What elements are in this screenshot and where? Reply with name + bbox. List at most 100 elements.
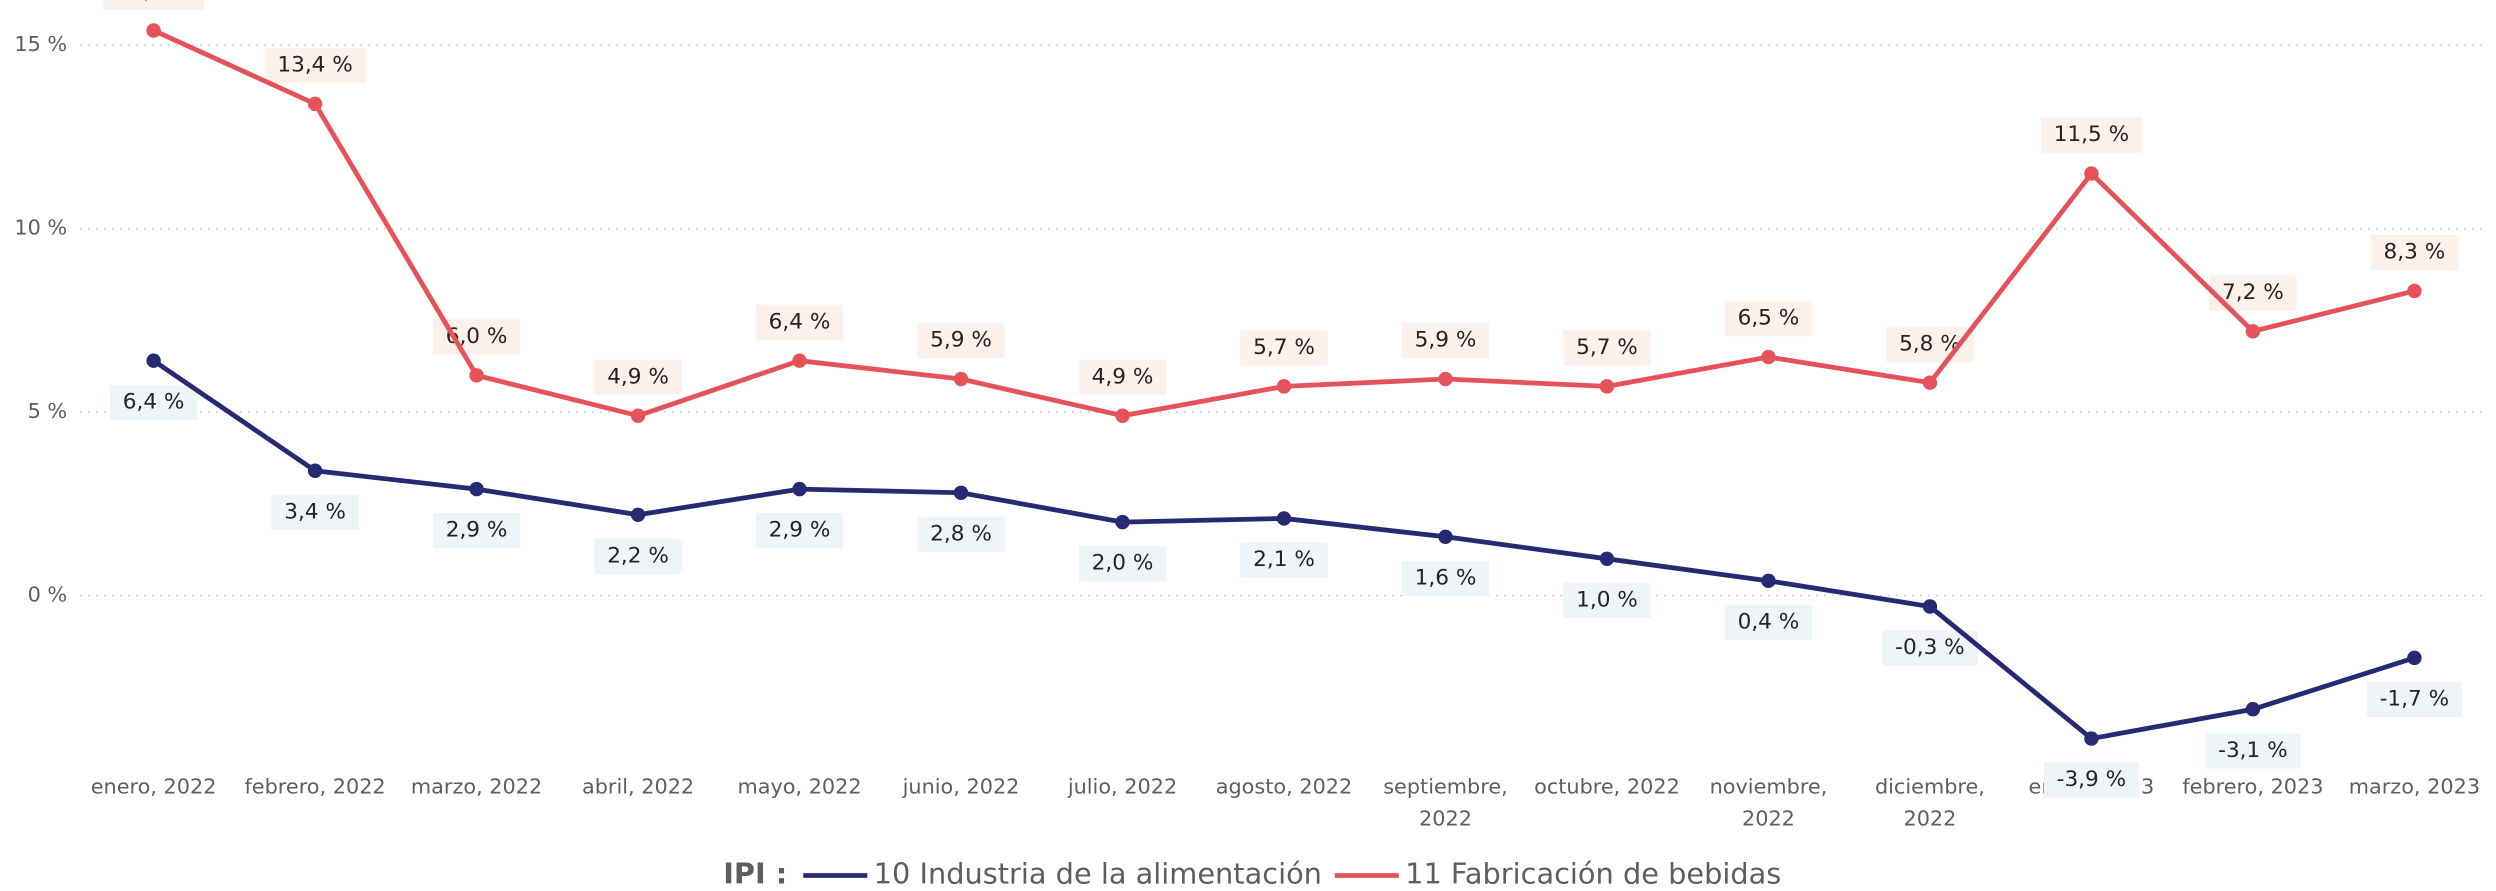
y-tick-label: 0 % <box>28 582 68 606</box>
value-label-bg <box>2043 762 2139 798</box>
value-label-group: 6,5 % <box>1724 301 1813 337</box>
x-tick-label: febrero, 2022 <box>244 775 385 799</box>
value-label-group: 5,7 % <box>1563 330 1651 366</box>
point <box>792 481 807 497</box>
value-label: -0,3 % <box>1895 635 1965 660</box>
point <box>1115 408 1130 423</box>
point <box>1276 379 1292 394</box>
value-label-group: 3,4 % <box>271 494 359 530</box>
value-label-group: 2,9 % <box>432 513 521 549</box>
value-label-bg <box>917 323 1005 359</box>
value-label: 8,3 % <box>2384 240 2446 265</box>
value-label-group: 6,4 % <box>755 304 844 340</box>
value-label-bg <box>594 538 682 574</box>
value-label-group: 5,9 % <box>917 323 1005 359</box>
point <box>1761 349 1776 365</box>
value-label-group: 2,9 % <box>755 513 844 549</box>
value-label-group: -3,1 % <box>2205 733 2301 769</box>
value-label-group: 4,9 % <box>594 359 682 395</box>
value-label-bg <box>1078 546 1167 582</box>
x-tick-label: diciembre, 2022 <box>1875 775 1985 831</box>
value-label: 2,2 % <box>607 543 669 568</box>
value-label: 15,4 % <box>116 0 191 4</box>
value-label-bg <box>1240 330 1328 366</box>
value-label: 2,9 % <box>446 518 508 543</box>
value-label: -3,9 % <box>2057 767 2127 792</box>
value-label-bg <box>755 304 844 340</box>
value-label-group: -1,7 % <box>2366 681 2462 718</box>
value-label-bg <box>1724 301 1813 337</box>
y-tick-label: 5 % <box>28 399 68 423</box>
x-tick-label: mayo, 2022 <box>737 775 861 799</box>
value-label-group: 7,2 % <box>2209 275 2297 311</box>
value-label-group: 13,4 % <box>264 47 366 84</box>
point <box>469 481 484 497</box>
value-label: 4,9 % <box>1092 364 1154 389</box>
value-label-group: 2,1 % <box>1240 542 1328 578</box>
value-label-bg <box>1240 542 1328 578</box>
point <box>1599 551 1615 567</box>
value-label-bg <box>2205 733 2301 769</box>
value-label: 0,4 % <box>1738 609 1800 634</box>
value-label-bg <box>2040 117 2142 153</box>
y-tick-label: 15 % <box>14 32 67 56</box>
point <box>307 463 323 478</box>
point <box>2245 324 2261 339</box>
x-tick-label: febrero, 2023 <box>2182 775 2323 799</box>
x-tick-label: agosto, 2022 <box>1216 775 1353 799</box>
value-label-group: -3,9 % <box>2043 762 2139 798</box>
value-label-group: -0,3 % <box>1882 630 1978 666</box>
value-label: 13,4 % <box>277 52 352 77</box>
value-label-group: 1,0 % <box>1563 582 1651 619</box>
point <box>630 408 646 423</box>
value-label-bg <box>2366 681 2462 718</box>
value-label: 1,6 % <box>1415 565 1477 590</box>
point <box>2084 166 2099 181</box>
value-label-group: 6,4 % <box>109 384 198 420</box>
point <box>792 353 807 368</box>
value-label: 6,4 % <box>123 389 185 414</box>
value-label-group: 2,0 % <box>1078 546 1167 582</box>
x-tick-label: noviembre, 2022 <box>1710 775 1828 831</box>
value-label-group: 8,3 % <box>2370 234 2459 271</box>
x-tick-label: junio, 2022 <box>902 775 1020 799</box>
value-label: 6,5 % <box>1738 306 1800 331</box>
value-label: 11,5 % <box>2054 122 2129 147</box>
x-tick-label: octubre, 2022 <box>1534 775 1680 799</box>
point <box>146 353 161 368</box>
value-label-group: 4,9 % <box>1078 359 1167 395</box>
x-tick-label: julio, 2022 <box>1067 775 1177 799</box>
value-label: 6,4 % <box>769 309 831 334</box>
value-label-group: 11,5 % <box>2040 117 2142 153</box>
point <box>307 96 323 112</box>
legend-label: 10 Industria de la alimentación <box>874 857 1322 888</box>
point <box>1438 529 1453 544</box>
value-label-bg <box>1401 323 1490 359</box>
value-label-group: 1,6 % <box>1401 560 1490 596</box>
point <box>146 23 161 38</box>
value-label-group: 0,4 % <box>1724 604 1813 641</box>
value-label: 5,7 % <box>1253 335 1315 360</box>
y-tick-label: 10 % <box>14 216 67 240</box>
value-label-group: 5,9 % <box>1401 323 1490 359</box>
point <box>469 368 484 383</box>
point <box>2245 702 2261 717</box>
value-label-bg <box>103 0 205 10</box>
value-label-bg <box>271 494 359 530</box>
value-label: 5,7 % <box>1576 335 1638 360</box>
value-label-bg <box>594 359 682 395</box>
x-tick-label: septiembre, 2022 <box>1383 775 1508 831</box>
value-label-bg <box>109 384 198 420</box>
value-label-bg <box>2370 234 2459 271</box>
value-label: 7,2 % <box>2222 280 2284 305</box>
point <box>953 485 969 500</box>
value-label: 5,9 % <box>1415 328 1477 353</box>
value-label-bg <box>917 516 1005 552</box>
x-tick-label: marzo, 2022 <box>411 775 542 799</box>
value-label-bg <box>264 47 366 84</box>
point <box>953 371 969 387</box>
point <box>1115 514 1130 530</box>
value-label-bg <box>432 513 521 549</box>
value-label: 2,1 % <box>1253 547 1315 572</box>
